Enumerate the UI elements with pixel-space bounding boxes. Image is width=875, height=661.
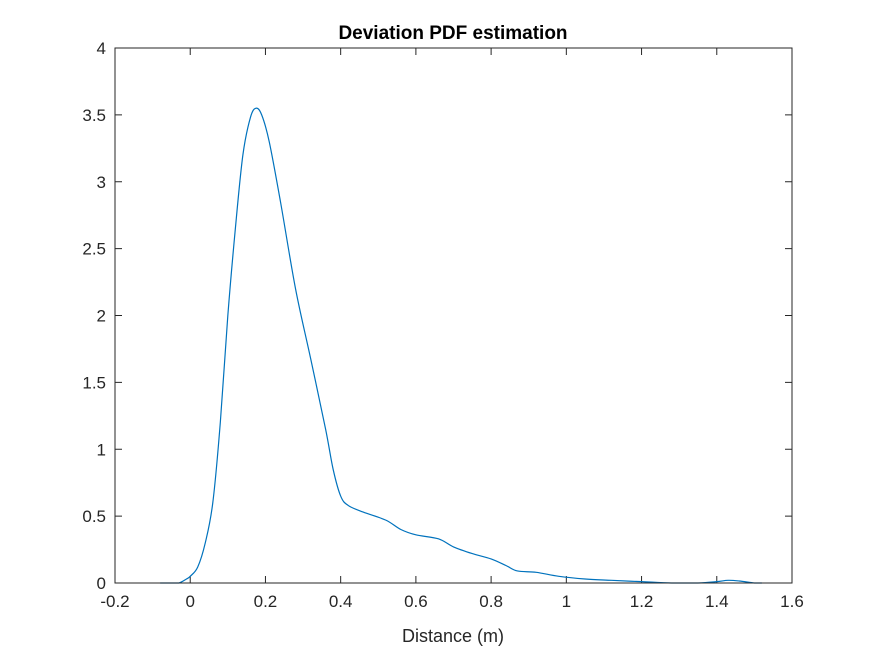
y-tick-label: 4	[97, 39, 106, 58]
y-tick-label: 1.5	[82, 373, 106, 392]
chart-title: Deviation PDF estimation	[338, 23, 567, 44]
y-tick-label: 1	[97, 440, 106, 459]
x-tick-label: 0.8	[479, 592, 503, 611]
x-tick-label: 0.2	[254, 592, 278, 611]
y-tick-label: 3	[97, 173, 106, 192]
x-axis-title: Distance (m)	[402, 626, 504, 646]
y-tick-label: 2.5	[82, 240, 106, 259]
x-tick-label: 0.6	[404, 592, 428, 611]
x-tick-label: 1.2	[630, 592, 654, 611]
plot-area-background	[115, 48, 792, 583]
axes-box	[114, 47, 793, 584]
series-line	[160, 107, 762, 584]
x-tick-label: 0	[185, 592, 194, 611]
x-tick-label: 0.4	[329, 592, 353, 611]
x-tick-label: -0.2	[100, 592, 129, 611]
y-tick-label: 3.5	[82, 106, 106, 125]
y-tick-label: 0	[97, 574, 106, 593]
x-tick-label: 1.4	[705, 592, 729, 611]
tick-labels: -0.2 0 0.2 0.4 0.6 0.8 1 1.2 1.4 1.600.511.522.53…	[82, 39, 803, 611]
x-tick-label: 1.6	[780, 592, 804, 611]
x-tick-label: 1	[562, 592, 571, 611]
y-tick-label: 0.5	[82, 507, 106, 526]
y-tick-label: 2	[97, 307, 106, 326]
